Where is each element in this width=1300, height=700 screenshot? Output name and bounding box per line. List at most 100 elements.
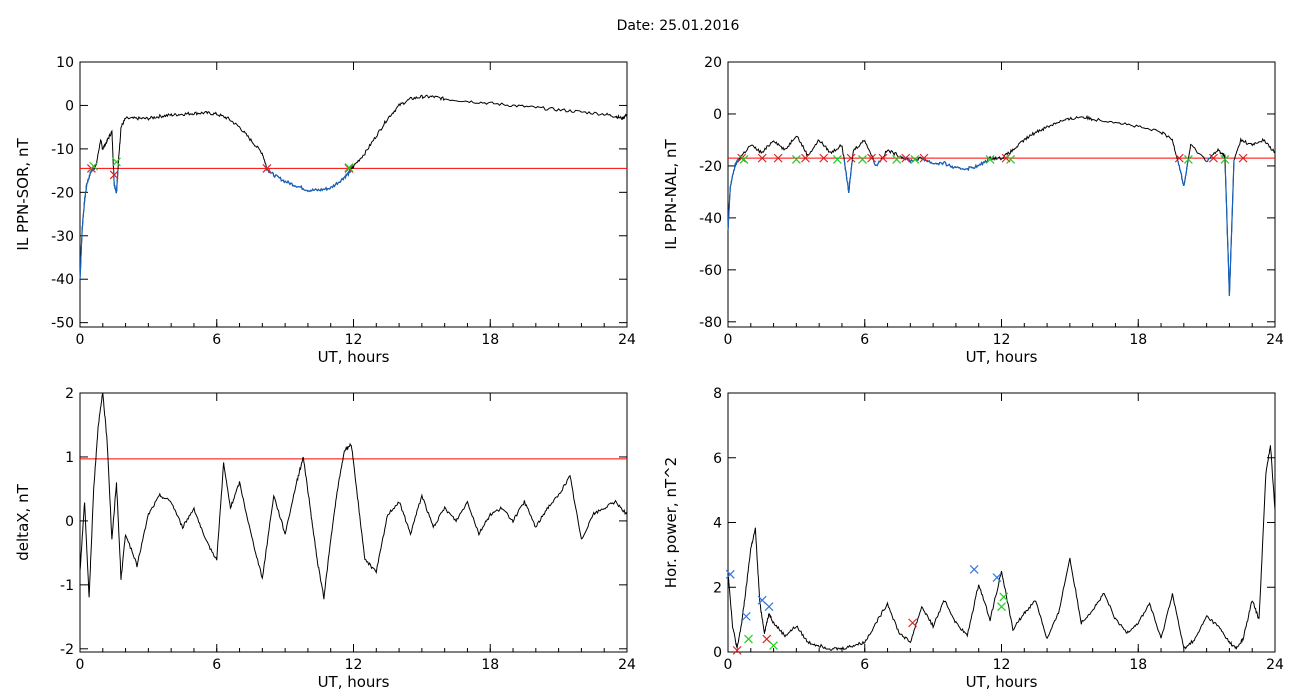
panel-4-marker <box>769 641 779 650</box>
panel-1-series-line <box>79 94 628 280</box>
panel-4-marker <box>744 634 753 644</box>
panel-1-marker <box>109 170 119 180</box>
panel-2-marker <box>1209 153 1218 163</box>
panel-1-ylabel: IL PPN-SOR, nT <box>14 138 32 251</box>
panel-2-marker <box>985 155 995 164</box>
panel-4-marker <box>762 634 772 644</box>
panel-2-marker <box>819 153 829 163</box>
panel-3-xtick-label: 6 <box>212 657 221 673</box>
panel-2-below-threshold-line <box>996 157 999 160</box>
panel-3-ytick-label: -1 <box>60 578 74 594</box>
panel-2-below-threshold-line <box>843 159 853 193</box>
panel-2-xtick-label: 24 <box>1266 332 1284 348</box>
panel-1-marker <box>262 164 272 173</box>
panel-3-frame <box>79 392 628 653</box>
panel-4-marker <box>732 645 742 655</box>
panel-1-ytick-label: -40 <box>51 272 74 288</box>
panel-1-ytick-label: -10 <box>51 142 74 158</box>
panel-3-ytick-label: -2 <box>60 642 74 658</box>
panel-2-below-threshold-line <box>1204 157 1211 163</box>
panel-2-xtick-label: 18 <box>1129 332 1147 348</box>
panel-3-ytick-label: 1 <box>65 450 74 466</box>
panel-4-ylabel: Hor. power, nT^2 <box>662 457 680 588</box>
panel-2-xlabel: UT, hours <box>966 348 1038 366</box>
panel-2-ylabel: IL PPN-NAL, nT <box>662 139 680 250</box>
panel-3-series-line <box>79 392 628 600</box>
panel-2-marker <box>1001 153 1011 163</box>
panel-2-xtick-label: 0 <box>724 332 733 348</box>
panel-2-xtick-label: 12 <box>993 332 1011 348</box>
panel-2-marker <box>901 153 911 163</box>
panel-1-below-threshold-line <box>265 167 352 193</box>
panel-3-xtick-label: 12 <box>345 657 363 673</box>
panel-1-xlabel: UT, hours <box>318 348 390 366</box>
panel-4-ytick-label: 6 <box>713 451 722 467</box>
panel-2-ytick-label: -80 <box>699 315 722 331</box>
panel-2-marker <box>846 153 856 163</box>
panel-4-xtick-label: 0 <box>724 657 733 673</box>
panel-2-marker <box>1238 153 1248 163</box>
panel-2-ytick-label: 0 <box>713 107 722 123</box>
panel-2-series-line <box>727 114 1276 296</box>
panel-2-below-threshold-line <box>727 158 740 231</box>
panel-2-ytick-label: -60 <box>699 263 722 279</box>
panel-1-marker <box>344 163 354 172</box>
panel-1-below-threshold-line <box>113 169 119 194</box>
panel-2-below-threshold-line <box>921 157 989 172</box>
panel-3-xtick-label: 18 <box>481 657 499 673</box>
panel-2-ytick-label: -40 <box>699 211 722 227</box>
panel-2-marker <box>832 155 842 164</box>
panel-3-ytick-label: 0 <box>65 514 74 530</box>
panel-2-xtick-label: 6 <box>860 332 869 348</box>
panel-2-marker <box>910 155 920 164</box>
panel-2-marker <box>1006 155 1016 164</box>
panel-2-marker <box>878 153 888 163</box>
panel-3-ytick-label: 2 <box>65 386 74 402</box>
panel-4-marker <box>725 569 735 579</box>
panel-1-marker <box>344 164 354 173</box>
panel-2-marker <box>739 155 749 164</box>
panel-4-marker <box>764 602 774 612</box>
panel-4-ytick-label: 2 <box>713 580 722 596</box>
panel-2-marker <box>1220 155 1230 164</box>
panel-2-below-threshold-line <box>1000 158 1002 161</box>
panel-2-marker <box>757 153 767 163</box>
panel-1-xtick-label: 6 <box>212 332 221 348</box>
panel-2-below-threshold-line <box>1177 158 1189 187</box>
panel-3-ylabel: deltaX, nT <box>14 483 32 560</box>
panel-3-xtick-label: 0 <box>76 657 85 673</box>
panel-4-series-line <box>727 445 1276 651</box>
panel-3-xlabel: UT, hours <box>318 673 390 691</box>
panel-1-xtick-label: 24 <box>618 332 636 348</box>
panel-2-marker <box>919 153 929 163</box>
panel-1-xtick-label: 18 <box>481 332 499 348</box>
panel-4-xtick-label: 18 <box>1129 657 1147 673</box>
panel-2-marker <box>892 155 902 164</box>
panel-2-marker <box>773 153 783 163</box>
panel-3-xtick-label: 24 <box>618 657 636 673</box>
panel-4-marker <box>908 618 918 628</box>
panel-4-ytick-label: 4 <box>713 516 722 532</box>
panel-1-frame <box>79 61 628 328</box>
panel-4-ytick-label: 0 <box>713 645 722 661</box>
panel-4-marker <box>757 595 767 605</box>
panel-2-marker <box>801 153 810 163</box>
panel-1-ytick-label: -50 <box>51 316 74 332</box>
figure-title: Date: 25.01.2016 <box>616 18 740 34</box>
panel-4-marker <box>741 611 751 621</box>
panel-4-xtick-label: 12 <box>993 657 1011 673</box>
panel-2-marker <box>1174 153 1184 163</box>
panel-2-marker <box>1183 155 1193 164</box>
panel-2-marker <box>791 155 801 164</box>
panel-2-ytick-label: -20 <box>699 159 722 175</box>
panel-1-xtick-label: 12 <box>345 332 363 348</box>
panel-1-ytick-label: 0 <box>65 98 74 114</box>
panel-4-marker <box>997 602 1006 612</box>
panel-2-marker <box>858 155 867 164</box>
panel-2-marker <box>867 153 877 163</box>
panel-2-below-threshold-line <box>990 158 994 161</box>
panel-1-ytick-label: -30 <box>51 229 74 245</box>
panel-4-xtick-label: 6 <box>860 657 869 673</box>
panel-4-marker <box>969 565 979 574</box>
panel-2-frame <box>727 61 1276 328</box>
